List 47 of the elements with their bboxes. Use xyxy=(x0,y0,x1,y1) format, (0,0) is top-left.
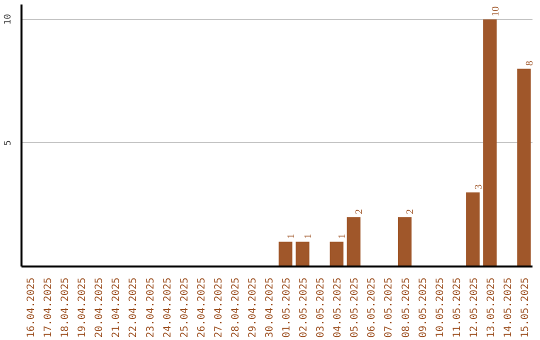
x-tick-label: 21.04.2025 xyxy=(111,277,122,338)
x-tick-label: 15.05.2025 xyxy=(520,277,531,338)
x-tick-label: 06.05.2025 xyxy=(366,277,378,338)
x-tick-label: 13.05.2025 xyxy=(486,277,497,338)
x-tick-label: 03.05.2025 xyxy=(316,277,327,338)
bar xyxy=(398,217,412,266)
data-label: 2 xyxy=(405,209,416,214)
x-tick-label: 11.05.2025 xyxy=(452,277,463,338)
x-tick-label: 17.04.2025 xyxy=(43,277,54,338)
x-tick-label: 04.05.2025 xyxy=(332,277,344,338)
x-tick-label: 05.05.2025 xyxy=(350,277,361,338)
data-label: 2 xyxy=(354,209,366,214)
bar xyxy=(483,19,497,266)
x-tick-label: 23.04.2025 xyxy=(145,277,156,338)
x-tick-label: 14.05.2025 xyxy=(502,277,514,338)
x-tick-label: 09.05.2025 xyxy=(418,277,429,338)
x-tick-label: 10.05.2025 xyxy=(434,277,446,338)
data-label: 1 xyxy=(303,234,314,239)
y-tick-label: 5 xyxy=(4,140,14,146)
x-tick-label: 02.05.2025 xyxy=(298,277,310,338)
bar xyxy=(278,242,292,266)
x-tick-label: 12.05.2025 xyxy=(468,277,480,338)
bar xyxy=(330,242,344,266)
bar xyxy=(296,242,310,266)
bar xyxy=(346,217,360,266)
bar xyxy=(517,68,531,266)
data-label: 10 xyxy=(490,6,502,16)
x-tick-label: 30.04.2025 xyxy=(264,277,276,338)
x-tick-label: 26.04.2025 xyxy=(196,277,208,338)
x-tick-label: 20.04.2025 xyxy=(94,277,106,338)
x-tick-label: 29.04.2025 xyxy=(247,277,258,338)
x-tick-label: 24.04.2025 xyxy=(162,277,174,338)
x-tick-label: 07.05.2025 xyxy=(384,277,395,338)
x-tick-label: 01.05.2025 xyxy=(282,277,293,338)
x-tick-label: 25.04.2025 xyxy=(179,277,190,338)
x-tick-label: 08.05.2025 xyxy=(400,277,412,338)
data-label: 1 xyxy=(286,234,298,239)
data-label: 1 xyxy=(337,234,348,239)
x-tick-label: 28.04.2025 xyxy=(230,277,242,338)
x-tick-label: 16.04.2025 xyxy=(26,277,38,338)
bar xyxy=(466,192,480,266)
data-label: 3 xyxy=(473,184,484,190)
x-tick-label: 22.04.2025 xyxy=(128,277,140,338)
data-label: 8 xyxy=(524,60,536,66)
x-tick-label: 27.04.2025 xyxy=(213,277,224,338)
x-tick-label: 18.04.2025 xyxy=(60,277,72,338)
x-tick-label: 19.04.2025 xyxy=(77,277,88,338)
